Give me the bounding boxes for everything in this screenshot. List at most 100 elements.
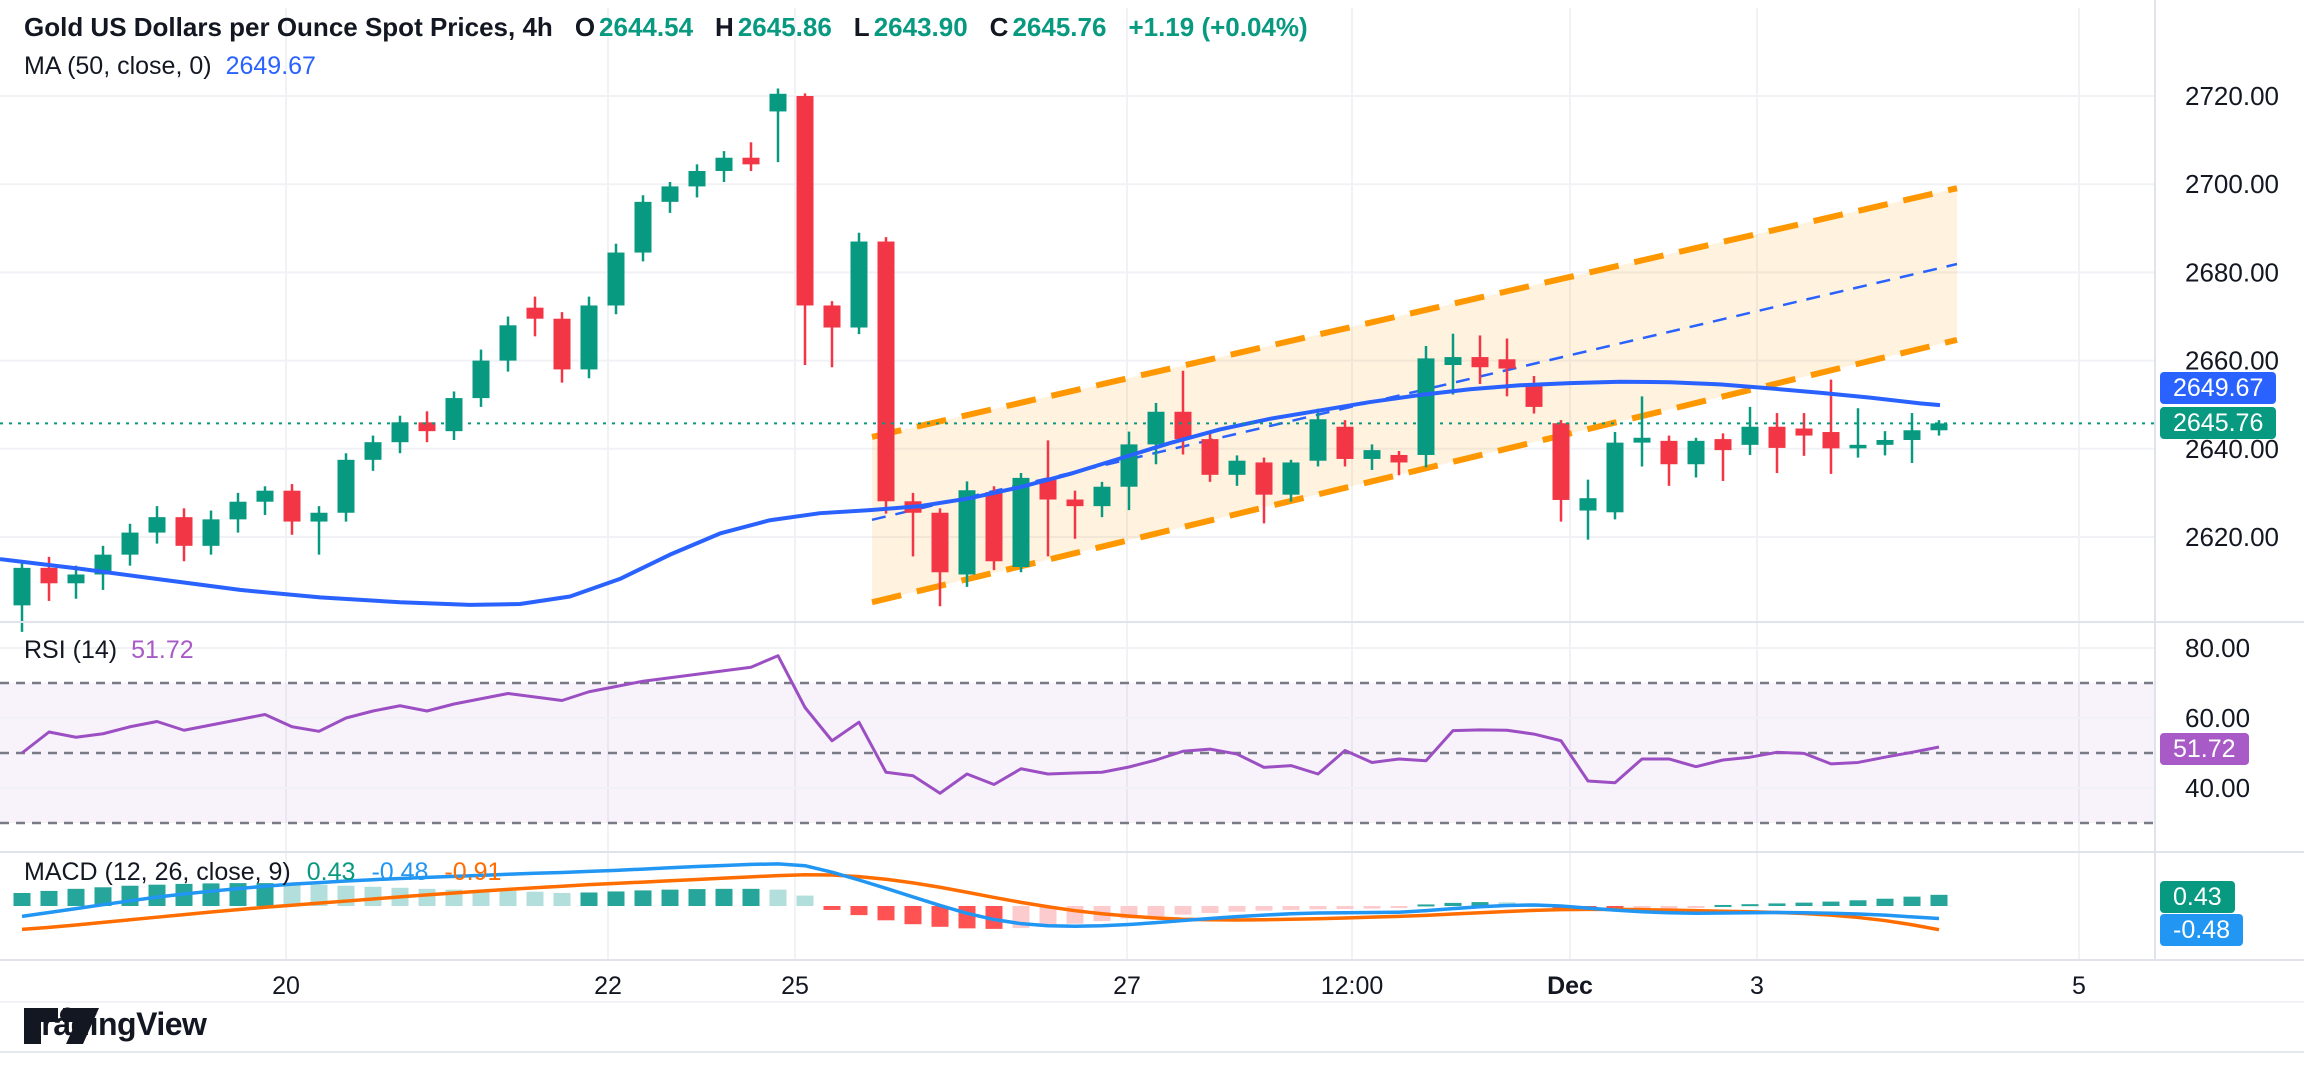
macd-hist-badge: 0.43 <box>2160 881 2235 913</box>
macd-histogram-bar <box>1822 901 1840 906</box>
macd-legend-row[interactable]: MACD (12, 26, close, 9) 0.43 -0.48 -0.91 <box>24 858 501 887</box>
time-axis[interactable] <box>0 960 2304 1002</box>
candle <box>148 517 166 533</box>
macd-histogram-bar <box>931 906 949 927</box>
candle <box>1714 439 1732 451</box>
rsi-tick-label: 80.00 <box>2185 633 2250 663</box>
macd-histogram-bar <box>1849 900 1867 906</box>
rsi-value: 51.72 <box>131 636 194 664</box>
candle <box>1147 411 1165 445</box>
macd-histogram-bar <box>526 891 544 906</box>
macd-histogram-bar <box>40 890 58 906</box>
macd-histogram-bar <box>1363 906 1381 909</box>
candle <box>229 501 247 520</box>
price-tick-label: 2620.00 <box>2185 522 2279 552</box>
macd-histogram-bar <box>823 906 841 910</box>
candle <box>931 512 949 573</box>
macd-histogram-bar <box>94 887 112 906</box>
candle <box>1768 426 1786 448</box>
macd-histogram-bar <box>472 890 490 906</box>
candle <box>1201 439 1219 475</box>
candle <box>337 459 355 513</box>
macd-histogram-bar <box>553 893 571 906</box>
candle <box>1417 358 1435 455</box>
candle <box>1579 498 1597 511</box>
ma-legend-row[interactable]: MA (50, close, 0) 2649.67 <box>24 52 316 81</box>
macd-histogram-bar <box>1444 902 1462 906</box>
channel-mid-line <box>871 262 1958 522</box>
macd-histogram-bar <box>1876 898 1894 906</box>
candle <box>1012 477 1030 567</box>
candle <box>796 96 814 306</box>
candle <box>1282 462 1300 495</box>
candle <box>391 422 409 443</box>
price-axis[interactable] <box>2155 0 2304 960</box>
candle <box>418 422 436 432</box>
candle <box>1120 444 1138 487</box>
macd-histogram-bar <box>1714 904 1732 907</box>
macd-histogram-bar <box>1903 896 1921 906</box>
candle <box>1471 357 1489 368</box>
candle <box>823 305 841 328</box>
candle <box>688 170 706 187</box>
candle <box>1498 359 1516 369</box>
macd-histogram-bar <box>1228 906 1246 912</box>
macd-histogram-bar <box>499 890 517 906</box>
candle <box>1930 423 1948 431</box>
macd-histogram-bar <box>148 884 166 906</box>
candle <box>607 252 625 306</box>
macd-histogram-bar <box>1471 902 1489 906</box>
candle <box>877 241 895 502</box>
candle <box>13 567 31 606</box>
candle <box>1876 439 1894 445</box>
candle <box>1228 460 1246 475</box>
candle <box>769 93 787 112</box>
candle <box>742 157 760 165</box>
candle <box>1795 428 1813 436</box>
ohlc-open: O 2644.54 <box>574 12 694 42</box>
candle <box>1822 432 1840 449</box>
candle <box>1633 437 1651 443</box>
candle <box>1309 419 1327 461</box>
macd-histogram-bar <box>1687 906 1705 908</box>
macd-histogram-bar <box>310 884 328 906</box>
macd-histogram-bar <box>607 891 625 906</box>
price-change: +1.19 (+0.04%) <box>1128 12 1308 42</box>
macd-line-badge: -0.48 <box>2160 914 2243 946</box>
time-tick-label: 3 <box>1750 972 1764 1000</box>
time-tick-label: 12:00 <box>1321 972 1384 1000</box>
macd-histogram-bar <box>1201 906 1219 914</box>
macd-signal-value: -0.91 <box>444 858 502 886</box>
candle <box>526 307 544 319</box>
macd-histogram-bar <box>1174 906 1192 915</box>
ohlc-close: C 2645.76 <box>989 12 1107 42</box>
symbol-legend-row[interactable]: Gold US Dollars per Ounce Spot Prices, 4… <box>24 12 1308 43</box>
rsi-legend-row[interactable]: RSI (14) 51.72 <box>24 636 194 665</box>
macd-histogram-bar <box>1390 906 1408 909</box>
candle <box>283 490 301 522</box>
candle <box>634 201 652 253</box>
channel-upper-line <box>871 185 1958 440</box>
macd-histogram-bar <box>1417 904 1435 907</box>
candle <box>1849 444 1867 449</box>
macd-histogram-bar <box>1768 903 1786 906</box>
candle <box>1687 440 1705 465</box>
candle <box>40 567 58 584</box>
bottom-divider <box>0 1051 2304 1053</box>
candle <box>553 318 571 370</box>
ma-label: MA (50, close, 0) <box>24 52 212 80</box>
candle <box>364 442 382 460</box>
macd-histogram-bar <box>634 890 652 906</box>
macd-hist-value: 0.43 <box>306 858 356 886</box>
macd-histogram-bar <box>1255 906 1273 911</box>
macd-histogram-bar <box>67 888 85 906</box>
ma-price-badge: 2649.67 <box>2160 372 2277 404</box>
rsi-value-badge: 51.72 <box>2160 733 2249 765</box>
ohlc-low: L 2643.90 <box>853 12 968 42</box>
candle <box>1255 462 1273 495</box>
macd-histogram-bar <box>1930 894 1948 906</box>
macd-histogram-bar <box>364 886 382 906</box>
macd-histogram-bar <box>985 906 1003 929</box>
tradingview-logo[interactable]: TradingView <box>24 1006 207 1044</box>
